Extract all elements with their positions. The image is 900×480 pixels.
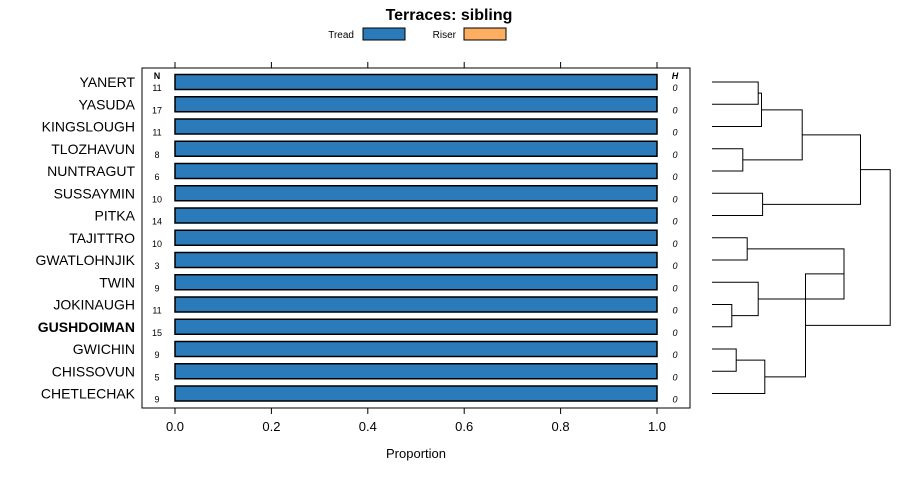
category-label-gwichin: GWICHIN	[73, 341, 135, 357]
dendrogram	[712, 81, 891, 394]
chart-title: Terraces: sibling	[386, 7, 513, 24]
category-label-chissovun: CHISSOVUN	[52, 363, 135, 379]
n-value-chissovun: 5	[154, 372, 159, 382]
h-value-jokinaugh: 0	[672, 306, 677, 316]
bar-tread-chetlechak	[174, 385, 658, 402]
category-label-kingslough: KINGSLOUGH	[42, 119, 135, 135]
bar-tread-gwatlohnjik	[174, 251, 658, 269]
dendrogram-link-0	[712, 81, 759, 105]
h-value-twin: 0	[672, 283, 677, 293]
h-value-yasuda: 0	[672, 105, 677, 115]
bar-tread-sussaymin	[174, 185, 658, 202]
x-tick-label-4: 0.8	[552, 419, 570, 434]
dendrogram-link-11	[762, 134, 861, 205]
h-value-gushdoiman: 0	[672, 328, 677, 338]
x-tick-label-3: 0.6	[455, 419, 473, 434]
dendrogram-link-13	[805, 169, 891, 326]
h-value-nuntragut: 0	[672, 172, 677, 182]
legend-swatch-riser	[463, 27, 507, 41]
h-value-gwichin: 0	[672, 350, 677, 360]
n-value-yanert: 11	[152, 83, 161, 93]
category-label-tajittro: TAJITTRO	[69, 230, 135, 246]
bar-tread-yanert	[174, 73, 658, 91]
category-label-gwatlohnjik: GWATLOHNJIK	[35, 252, 135, 268]
category-label-nuntragut: NUNTRAGUT	[47, 163, 135, 179]
bar-tread-tlozhavun	[174, 140, 658, 157]
bar-tread-kingslough	[174, 118, 658, 135]
n-value-nuntragut: 6	[154, 172, 159, 182]
dendrogram-link-1	[712, 92, 762, 127]
h-value-chissovun: 0	[672, 372, 677, 382]
x-tick-label-5: 1.0	[648, 419, 666, 434]
h-values: 0 0 0 0 0 0 0 0 0 0 0 0 0 0 0	[672, 83, 677, 405]
dendrogram-link-10	[742, 109, 803, 161]
dendrogram-link-2	[712, 148, 744, 172]
bar-tread-twin	[174, 274, 658, 291]
h-value-yanert: 0	[672, 83, 677, 93]
h-value-tajittro: 0	[672, 239, 677, 249]
bar-tread-jokinaugh	[174, 296, 658, 313]
x-axis: 0.0 0.2 0.4 0.6 0.8 1.0	[166, 62, 666, 434]
category-label-jokinaugh: JOKINAUGH	[53, 297, 135, 313]
n-values: 11 17 11 8 6 10 14 10 3 9 11 15 9 5 9	[152, 83, 162, 405]
bar-tread-nuntragut	[174, 162, 658, 180]
category-label-chetlechak: CHETLECHAK	[41, 386, 136, 402]
bar-series	[174, 73, 658, 402]
x-axis-label: Proportion	[386, 446, 446, 461]
category-label-sussaymin: SUSSAYMIN	[54, 185, 135, 201]
bar-tread-gwichin	[174, 340, 658, 358]
category-label-twin: TWIN	[99, 274, 135, 290]
category-label-yanert: YANERT	[80, 74, 136, 90]
category-label-yasuda: YASUDA	[78, 96, 135, 112]
bar-tread-pitka	[174, 207, 658, 224]
legend: Tread Riser	[328, 27, 507, 41]
n-value-gwatlohnjik: 3	[154, 261, 159, 271]
n-value-jokinaugh: 11	[152, 306, 161, 316]
dendrogram-link-7	[712, 348, 737, 372]
n-value-twin: 9	[154, 283, 159, 293]
h-value-sussaymin: 0	[672, 194, 677, 204]
n-value-kingslough: 11	[152, 128, 161, 138]
n-value-yasuda: 17	[152, 105, 162, 115]
n-column-header: N	[154, 71, 161, 81]
bar-tread-tajittro	[174, 229, 658, 246]
category-labels: YANERT YASUDA KINGSLOUGH TLOZHAVUN NUNTRAGUT…	[35, 74, 135, 402]
n-value-tajittro: 10	[152, 239, 162, 249]
dendrogram-link-3	[712, 192, 764, 216]
x-tick-label-1: 0.2	[262, 419, 280, 434]
legend-swatch-tread	[362, 27, 406, 41]
category-label-pitka: PITKA	[95, 208, 136, 224]
h-value-tlozhavun: 0	[672, 150, 677, 160]
n-value-tlozhavun: 8	[154, 150, 159, 160]
h-value-chetlechak: 0	[672, 395, 677, 405]
legend-label-tread: Tread	[328, 30, 354, 41]
n-value-chetlechak: 9	[154, 395, 159, 405]
plot-frame	[141, 67, 691, 409]
category-label-tlozhavun: TLOZHAVUN	[51, 141, 135, 157]
h-value-gwatlohnjik: 0	[672, 261, 677, 271]
h-value-pitka: 0	[672, 217, 677, 227]
h-column-header: H	[672, 71, 679, 81]
x-tick-label-0: 0.0	[166, 419, 184, 434]
dendrogram-link-8	[712, 359, 766, 394]
dendrogram-link-6	[712, 281, 759, 317]
h-value-kingslough: 0	[672, 128, 677, 138]
bar-tread-gushdoiman	[174, 318, 658, 335]
bar-tread-yasuda	[174, 96, 658, 113]
n-value-gushdoiman: 15	[152, 328, 162, 338]
bar-tread-chissovun	[174, 363, 658, 380]
n-value-sussaymin: 10	[152, 194, 162, 204]
category-label-gushdoiman: GUSHDOIMAN	[38, 319, 135, 335]
dendrogram-link-5	[712, 304, 733, 328]
dendrogram-link-4	[712, 237, 748, 261]
n-value-pitka: 14	[152, 217, 162, 227]
legend-label-riser: Riser	[433, 30, 457, 41]
n-value-gwichin: 9	[154, 350, 159, 360]
x-tick-label-2: 0.4	[359, 419, 377, 434]
